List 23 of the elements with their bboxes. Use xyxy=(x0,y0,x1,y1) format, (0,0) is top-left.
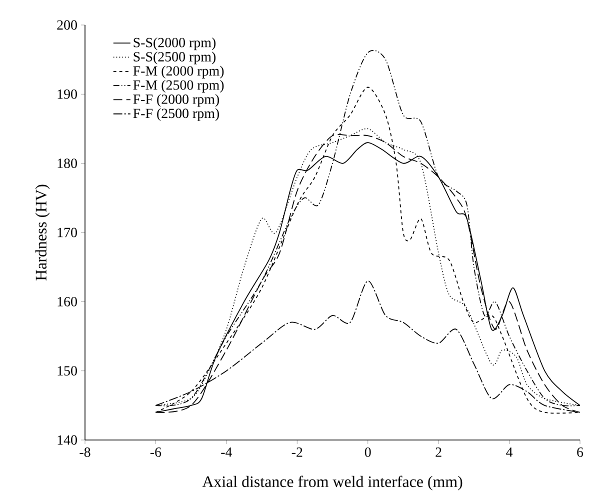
x-tick-label: 4 xyxy=(506,447,513,457)
x-tick-label: -6 xyxy=(150,448,162,457)
y-tick-label: 160 xyxy=(58,296,77,306)
legend-label: S-S(2000 rpm) xyxy=(134,37,216,50)
legend-label: S-S(2500 rpm) xyxy=(134,52,216,64)
x-tick-label: -2 xyxy=(292,448,302,457)
y-axis-title: Hardness (HV) xyxy=(35,184,50,281)
x-tick-label: -4 xyxy=(221,447,232,457)
x-axis-title: Axial distance from weld interface (mm) xyxy=(202,476,462,490)
legend-label: F-F (2000 rpm) xyxy=(133,94,220,107)
y-tick-label: 150 xyxy=(58,366,77,376)
legend-label: F-M (2000 rpm) xyxy=(133,66,224,78)
legend-label: F-F (2500 rpm) xyxy=(133,108,220,121)
y-tick-label: 140 xyxy=(58,435,77,445)
y-tick-label: 200 xyxy=(57,20,77,30)
x-tick-label: 2 xyxy=(436,448,442,457)
y-tick-label: 170 xyxy=(58,228,77,238)
x-tick-label: 0 xyxy=(364,448,371,457)
y-tick-label: 180 xyxy=(58,158,77,168)
y-tick-label: 190 xyxy=(58,89,77,99)
x-tick-label: 6 xyxy=(577,448,584,457)
legend-label: F-M (2500 rpm) xyxy=(133,80,224,93)
x-tick-label: -8 xyxy=(80,448,90,457)
